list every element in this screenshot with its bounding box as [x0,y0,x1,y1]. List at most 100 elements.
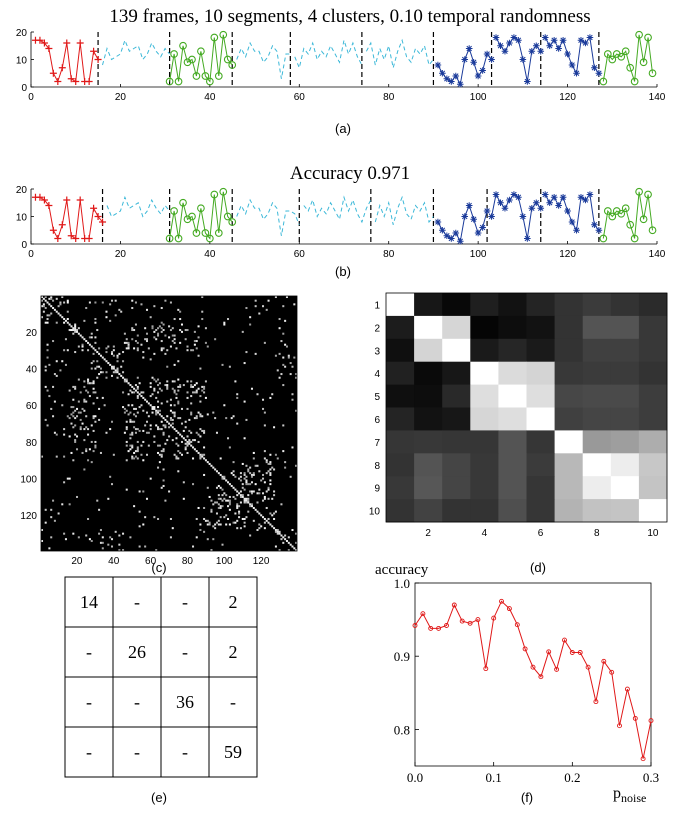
matrix-cell [90,440,93,443]
matrix-cell [177,308,180,311]
x-tick-label: 100 [470,92,487,103]
table-cell: 2 [229,642,238,662]
matrix-cell [250,505,253,508]
matrix-cell [278,327,281,330]
data-marker [54,235,62,242]
matrix-cell [70,422,73,425]
x-tick-label: 120 [559,249,576,260]
matrix-cell [46,424,49,427]
data-marker [170,50,178,58]
matrix-cell [160,389,163,392]
matrix-cell [188,442,191,445]
matrix-cell [90,382,93,385]
matrix-cell [131,446,134,449]
matrix-cell [173,411,176,414]
data-marker [479,67,486,74]
data-marker [621,204,630,213]
matrix-cell [129,448,132,451]
matrix-cell [94,444,97,447]
matrix-cell [157,378,160,381]
data-marker [506,196,513,204]
data-marker [72,78,80,85]
matrix-cell [116,356,119,359]
matrix-cell [236,393,239,396]
matrix-cell [243,488,246,491]
matrix-cell [145,411,149,414]
matrix-cell [92,380,95,383]
matrix-cell [273,527,276,530]
matrix-cell [92,347,95,350]
matrix-cell [498,338,527,363]
matrix-cell [234,380,237,383]
matrix-cell [256,528,259,532]
accuracy-point [593,699,599,705]
matrix-cell [133,451,136,454]
y-tick-label: 1.0 [394,576,410,591]
matrix-cell [498,293,527,317]
matrix-cell [470,384,499,408]
matrix-cell [212,538,215,541]
matrix-cell [157,428,160,431]
matrix-cell [94,367,97,370]
matrix-cell [208,495,211,498]
matrix-cell [155,409,158,412]
matrix-cell [162,433,165,436]
y-tick-label: 10 [369,507,381,518]
matrix-cell [582,430,612,454]
matrix-cell [192,545,195,548]
matrix-cell [252,457,255,460]
matrix-cell [280,340,283,343]
matrix-cell [155,413,158,416]
matrix-cell [134,323,137,326]
matrix-cell [638,499,668,523]
matrix-cell [53,431,56,434]
data-marker [648,69,657,78]
matrix-cell [247,468,250,471]
matrix-cell [386,453,415,477]
matrix-cell [105,360,108,363]
data-marker [470,58,477,66]
matrix-cell [48,547,51,550]
matrix-cell [64,538,67,541]
data-marker [219,187,228,196]
matrix-cell [79,391,82,394]
matrix-cell [193,448,196,451]
accuracy-point [420,611,426,617]
matrix-cell [186,451,189,454]
segment-line-cluster-2 [365,38,434,68]
data-marker [76,39,84,47]
matrix-cell [442,338,471,363]
matrix-cell [101,301,104,304]
matrix-cell [227,318,230,321]
data-marker [635,30,643,39]
matrix-cell [99,367,102,370]
matrix-cell [289,362,292,365]
matrix-cell [57,312,60,315]
matrix-cell [55,433,58,436]
data-marker [488,56,495,63]
panel-c-frame-similarity-matrix: 20 40 60 80 100 120 20 40 60 80 100 120 [20,295,298,567]
matrix-cell [182,384,185,387]
matrix-cell [250,473,253,476]
matrix-cell [241,330,244,333]
matrix-cell [221,494,224,497]
matrix-cell [118,549,121,552]
matrix-cell [239,494,242,497]
matrix-cell [41,296,44,299]
matrix-cell [195,415,198,418]
matrix-cell [162,424,165,427]
matrix-cell [122,360,125,363]
x-tick-label: 40 [204,249,216,260]
matrix-cell [63,349,66,352]
matrix-cell [638,338,668,363]
caption-c: (c) [151,560,166,575]
matrix-cell [134,340,137,343]
matrix-cell [232,486,235,489]
matrix-cell [169,517,172,520]
matrix-cell [526,384,555,408]
matrix-cell [219,486,222,489]
matrix-cell [192,385,195,388]
matrix-cell [116,354,119,357]
data-marker [434,61,442,69]
matrix-cell [214,501,217,504]
